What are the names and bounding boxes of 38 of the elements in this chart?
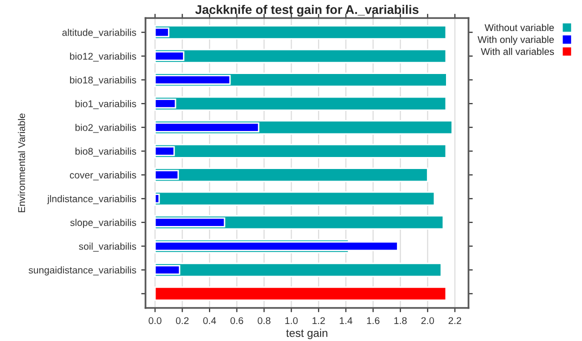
- y-tick-label: bio1_variabilis: [75, 100, 136, 110]
- x-tick-label: 1.6: [367, 317, 380, 324]
- x-axis-title: test gain: [286, 328, 328, 340]
- y-tick-label: bio18_variabilis: [70, 76, 136, 86]
- x-tick-label: 2.2: [448, 317, 462, 324]
- y-tick-label: bio12_variabilis: [70, 52, 136, 62]
- bar: [154, 48, 447, 64]
- legend-label: Without variable: [484, 24, 554, 32]
- x-tick-label: 0.2: [176, 317, 189, 324]
- y-tick-label: soil_variabilis: [78, 242, 136, 252]
- x-tick-label: 1.2: [312, 317, 325, 324]
- x-tick-label: 0.4: [203, 317, 216, 324]
- bar: [154, 144, 447, 158]
- legend-label: With only variable: [478, 36, 554, 45]
- y-axis-title: Environmental Variable: [18, 114, 26, 212]
- x-tick-label: 1.8: [394, 317, 407, 324]
- x-tick-label: 1.0: [285, 317, 298, 324]
- bar: [154, 286, 447, 301]
- y-tick-label: sungaidistance_variabilis: [28, 266, 136, 276]
- bar: [154, 262, 442, 278]
- y-tick-label: jlndistance_variabilis: [47, 195, 136, 204]
- y-tick-label: bio2_variabilis: [75, 124, 136, 133]
- x-tick-label: 1.4: [340, 317, 352, 324]
- x-tick-label: 2.0: [421, 317, 434, 324]
- bar: [154, 25, 447, 40]
- y-tick-label: altitude_variabilis: [62, 28, 136, 38]
- x-tick-label: 0.0: [148, 317, 162, 324]
- x-tick-label: 0.6: [230, 317, 244, 324]
- bar: [154, 168, 428, 182]
- y-tick-label: cover_variabilis: [70, 171, 136, 180]
- bar: [154, 191, 436, 206]
- y-tick-label: slope_variabilis: [70, 218, 136, 228]
- y-tick-label: bio8_variabilis: [75, 148, 136, 157]
- chart-title: Jackknife of test gain for A._variabilis: [195, 4, 418, 17]
- bar: [154, 96, 447, 111]
- legend-label: With all variables: [480, 48, 554, 56]
- bar: [154, 241, 398, 252]
- x-tick-label: 0.8: [258, 317, 270, 324]
